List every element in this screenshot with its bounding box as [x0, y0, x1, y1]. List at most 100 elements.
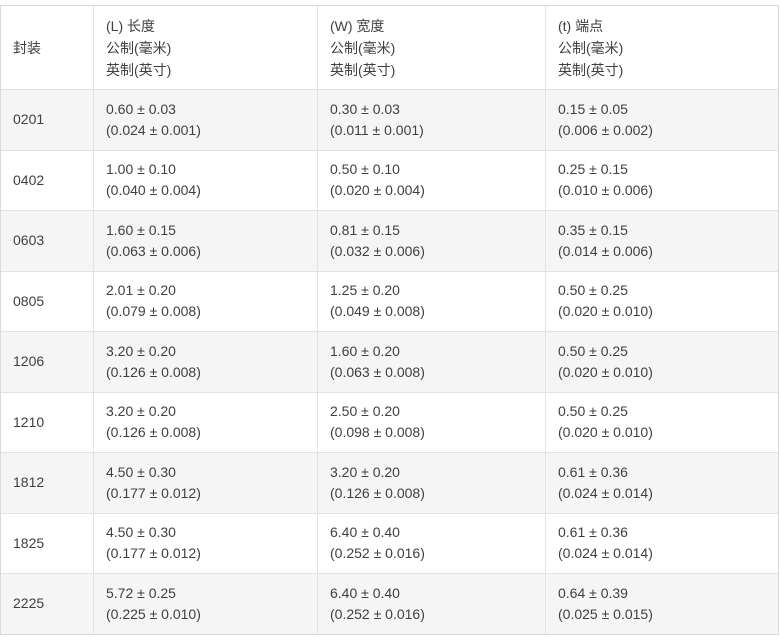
cell-package: 1206 [1, 332, 94, 392]
cell-terminal-line: 0.64 ± 0.39 [558, 584, 628, 601]
cell-width-line: 1.60 ± 0.20 [330, 342, 400, 359]
cell-length-line: (0.126 ± 0.008) [106, 363, 201, 380]
header-width-title: (W) 宽度 [330, 17, 385, 34]
cell-terminal: 0.15 ± 0.05 (0.006 ± 0.002) [546, 90, 778, 150]
cell-terminal: 0.64 ± 0.39 (0.025 ± 0.015) [546, 574, 778, 634]
header-length-metric: 公制(毫米) [106, 39, 172, 56]
cell-length: 2.01 ± 0.20 (0.079 ± 0.008) [94, 271, 318, 331]
cell-terminal-line: (0.006 ± 0.002) [558, 121, 653, 138]
cell-length: 1.00 ± 0.10 (0.040 ± 0.004) [94, 150, 318, 210]
cell-package: 1825 [1, 513, 94, 573]
cell-length: 5.72 ± 0.25 (0.225 ± 0.010) [94, 574, 318, 634]
cell-length-line: 1.00 ± 0.10 [106, 161, 176, 178]
cell-terminal-line: 0.35 ± 0.15 [558, 221, 628, 238]
table-header-row: 封装 (L) 长度 公制(毫米) 英制(英寸) (W) 宽度 公制(毫米) 英制… [1, 6, 778, 89]
header-package: 封装 [1, 6, 94, 89]
header-terminal: (t) 端点 公制(毫米) 英制(英寸) [546, 6, 778, 89]
cell-terminal-line: (0.024 ± 0.014) [558, 484, 653, 501]
cell-width-line: 0.81 ± 0.15 [330, 221, 400, 238]
cell-width: 0.50 ± 0.10 (0.020 ± 0.004) [318, 150, 546, 210]
cell-terminal: 0.50 ± 0.25 (0.020 ± 0.010) [546, 272, 778, 332]
cell-width: 3.20 ± 0.20 (0.126 ± 0.008) [318, 453, 546, 513]
table-row: 1825 4.50 ± 0.30 (0.177 ± 0.012) 6.40 ± 0.4… [1, 512, 778, 574]
cell-terminal-line: (0.024 ± 0.014) [558, 545, 653, 562]
cell-terminal: 0.61 ± 0.36 (0.024 ± 0.014) [546, 453, 778, 513]
table-body: 0201 0.60 ± 0.03 (0.024 ± 0.001) 0.30 ± 0.0… [1, 89, 778, 634]
cell-terminal-line: (0.025 ± 0.015) [558, 605, 653, 622]
cell-package-line: 1206 [13, 353, 45, 370]
cell-terminal: 0.61 ± 0.36 (0.024 ± 0.014) [546, 514, 778, 574]
cell-width-line: (0.049 ± 0.008) [330, 303, 425, 320]
cell-length-line: (0.040 ± 0.004) [106, 182, 201, 199]
cell-length-line: 0.60 ± 0.03 [106, 100, 176, 117]
cell-width: 1.60 ± 0.20 (0.063 ± 0.008) [318, 332, 546, 392]
header-width-metric: 公制(毫米) [330, 39, 396, 56]
cell-terminal-line: 0.50 ± 0.25 [558, 403, 628, 420]
cell-length-line: (0.079 ± 0.008) [106, 303, 201, 320]
cell-package-line: 0402 [13, 171, 45, 188]
table-row: 0805 2.01 ± 0.20 (0.079 ± 0.008) 1.25 ± 0.2… [1, 270, 778, 332]
cell-width-line: (0.126 ± 0.008) [330, 484, 425, 501]
cell-length: 4.50 ± 0.30 (0.177 ± 0.012) [94, 453, 318, 513]
cell-terminal: 0.50 ± 0.25 (0.020 ± 0.010) [546, 393, 778, 453]
cell-terminal-line: (0.014 ± 0.006) [558, 242, 653, 259]
cell-terminal: 0.50 ± 0.25 (0.020 ± 0.010) [546, 332, 778, 392]
cell-length-line: (0.225 ± 0.010) [106, 605, 201, 622]
header-width: (W) 宽度 公制(毫米) 英制(英寸) [318, 6, 546, 89]
cell-package-line: 1210 [13, 413, 45, 430]
cell-width: 0.30 ± 0.03 (0.011 ± 0.001) [318, 90, 546, 150]
cell-length-line: 4.50 ± 0.30 [106, 463, 176, 480]
cell-package: 0805 [1, 271, 94, 331]
cell-width-line: (0.252 ± 0.016) [330, 545, 425, 562]
cell-terminal-line: 0.15 ± 0.05 [558, 100, 628, 117]
cell-width: 1.25 ± 0.20 (0.049 ± 0.008) [318, 271, 546, 331]
cell-width-line: 0.50 ± 0.10 [330, 161, 400, 178]
cell-package-line: 0201 [13, 111, 45, 128]
cell-length-line: (0.063 ± 0.006) [106, 242, 201, 259]
cell-terminal-line: (0.020 ± 0.010) [558, 303, 653, 320]
cell-package-line: 1825 [13, 534, 45, 551]
cell-package-line: 1812 [13, 474, 45, 491]
cell-length: 0.60 ± 0.03 (0.024 ± 0.001) [94, 90, 318, 150]
cell-width: 2.50 ± 0.20 (0.098 ± 0.008) [318, 392, 546, 452]
cell-package: 1210 [1, 392, 94, 452]
table-row: 1812 4.50 ± 0.30 (0.177 ± 0.012) 3.20 ± 0.2… [1, 452, 778, 513]
cell-length: 3.20 ± 0.20 (0.126 ± 0.008) [94, 392, 318, 452]
cell-width-line: 1.25 ± 0.20 [330, 282, 400, 299]
cell-length-line: 3.20 ± 0.20 [106, 342, 176, 359]
cell-terminal-line: 0.61 ± 0.36 [558, 524, 628, 541]
cell-width-line: (0.098 ± 0.008) [330, 424, 425, 441]
table-row: 0201 0.60 ± 0.03 (0.024 ± 0.001) 0.30 ± 0.0… [1, 89, 778, 150]
cell-width-line: (0.020 ± 0.004) [330, 182, 425, 199]
cell-package-line: 0603 [13, 232, 45, 249]
header-terminal-imperial: 英制(英寸) [558, 61, 624, 78]
cell-package-line: 2225 [13, 595, 45, 612]
cell-width-line: (0.011 ± 0.001) [330, 121, 424, 138]
cell-length: 1.60 ± 0.15 (0.063 ± 0.006) [94, 211, 318, 271]
cell-length-line: (0.024 ± 0.001) [106, 121, 201, 138]
header-width-imperial: 英制(英寸) [330, 61, 396, 78]
header-length-imperial: 英制(英寸) [106, 61, 172, 78]
cell-length-line: 1.60 ± 0.15 [106, 221, 176, 238]
header-terminal-title: (t) 端点 [558, 17, 604, 34]
cell-terminal-line: 0.50 ± 0.25 [558, 342, 628, 359]
cell-terminal: 0.35 ± 0.15 (0.014 ± 0.006) [546, 211, 778, 271]
table-row: 2225 5.72 ± 0.25 (0.225 ± 0.010) 6.40 ± 0.4… [1, 573, 778, 634]
table-row: 1206 3.20 ± 0.20 (0.126 ± 0.008) 1.60 ± 0.2… [1, 331, 778, 392]
cell-terminal-line: 0.61 ± 0.36 [558, 463, 628, 480]
cell-terminal-line: 0.50 ± 0.25 [558, 282, 628, 299]
cell-width: 0.81 ± 0.15 (0.032 ± 0.006) [318, 211, 546, 271]
cell-length-line: (0.177 ± 0.012) [106, 484, 201, 501]
cell-width-line: 6.40 ± 0.40 [330, 584, 400, 601]
cell-terminal-line: (0.010 ± 0.006) [558, 182, 653, 199]
header-terminal-metric: 公制(毫米) [558, 39, 624, 56]
cell-package: 0603 [1, 211, 94, 271]
cell-package-line: 0805 [13, 292, 45, 309]
cell-package: 0201 [1, 90, 94, 150]
cell-length-line: (0.177 ± 0.012) [106, 545, 201, 562]
cell-terminal-line: (0.020 ± 0.010) [558, 363, 653, 380]
cell-terminal: 0.25 ± 0.15 (0.010 ± 0.006) [546, 151, 778, 211]
cell-length-line: 4.50 ± 0.30 [106, 524, 176, 541]
cell-length-line: 5.72 ± 0.25 [106, 584, 176, 601]
cell-package: 1812 [1, 453, 94, 513]
